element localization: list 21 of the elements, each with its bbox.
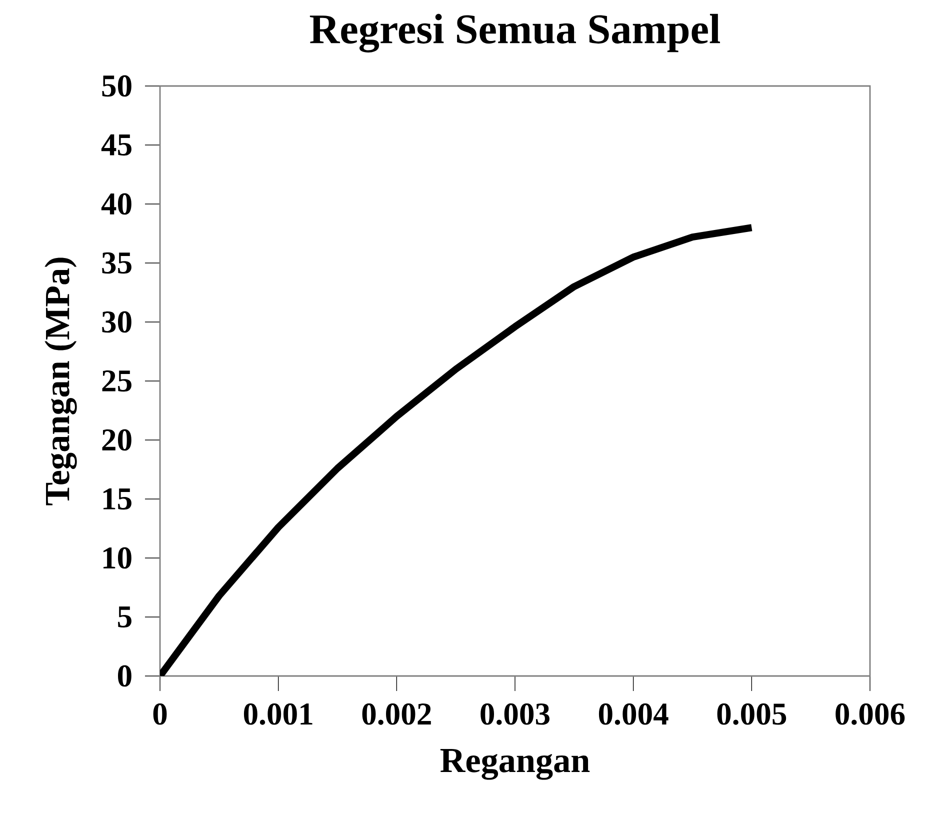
y-tick-label: 0 — [118, 665, 132, 687]
y-tick-label: 25 — [102, 370, 132, 392]
y-tick-label: 50 — [102, 75, 132, 97]
x-axis-title: Regangan — [440, 748, 590, 780]
y-tick-label: 30 — [102, 311, 132, 333]
x-tick-label: 0.002 — [362, 703, 431, 725]
y-axis-title: Tegangan (MPa) — [44, 258, 77, 506]
y-tick-label: 40 — [101, 193, 132, 215]
y-tick-label: 15 — [103, 488, 132, 510]
x-tick-label: 0.004 — [598, 703, 668, 725]
x-tick-label: 0.005 — [717, 703, 786, 725]
x-tick-label: 0.006 — [836, 703, 905, 725]
y-tick-label: 35 — [102, 252, 132, 274]
y-tick-label: 20 — [102, 429, 132, 451]
x-tick-label: 0.001 — [244, 703, 312, 725]
x-tick-label: 0.003 — [480, 703, 550, 725]
chart-title: Regresi Semua Sampel — [310, 14, 720, 52]
x-tick-label: 0 — [153, 703, 167, 725]
y-tick-label: 10 — [103, 547, 132, 569]
y-tick-label: 45 — [101, 134, 132, 156]
y-tick-label: 5 — [118, 606, 132, 628]
